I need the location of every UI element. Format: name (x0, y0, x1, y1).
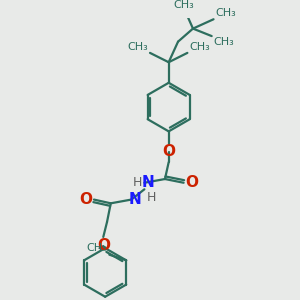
Text: H: H (146, 191, 156, 204)
Text: H: H (133, 176, 142, 189)
Text: N: N (142, 175, 155, 190)
Text: CH₃: CH₃ (128, 42, 148, 52)
Text: CH₃: CH₃ (189, 42, 210, 52)
Text: O: O (79, 192, 92, 207)
Text: O: O (185, 175, 199, 190)
Text: CH₃: CH₃ (214, 37, 234, 47)
Text: CH₃: CH₃ (215, 8, 236, 18)
Text: O: O (97, 238, 110, 253)
Text: N: N (129, 192, 141, 207)
Text: CH₃: CH₃ (87, 243, 107, 253)
Text: O: O (162, 145, 175, 160)
Text: CH₃: CH₃ (173, 0, 194, 10)
